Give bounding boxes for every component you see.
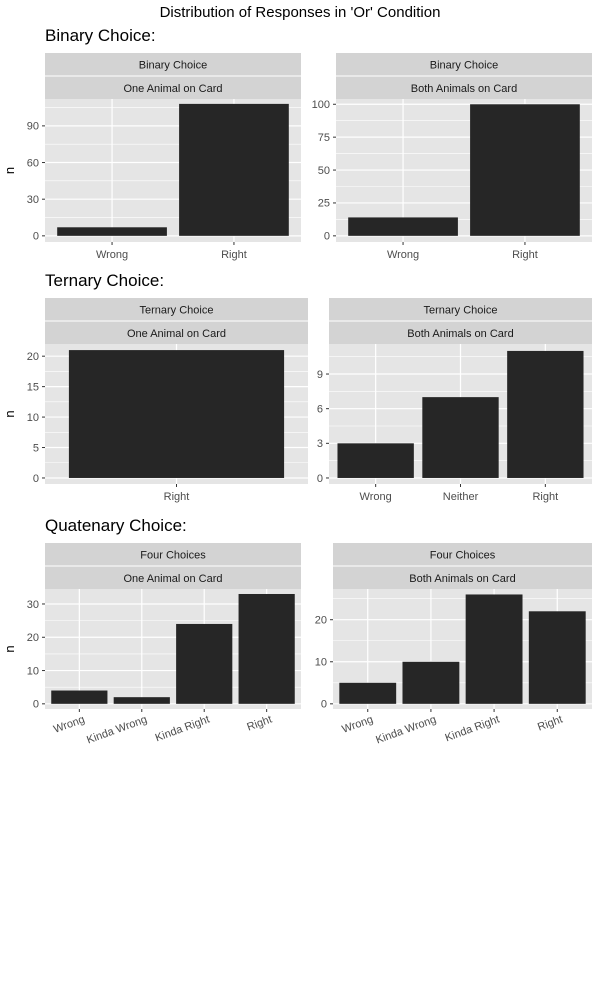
bar-wrong — [57, 227, 167, 236]
bar-right — [528, 611, 586, 704]
y-tick-label: 0 — [33, 231, 39, 243]
y-tick-label: 5 — [33, 442, 39, 454]
facet-panel-1-2: Binary Choice Both Animals on Card 0 25 50 75… — [312, 53, 592, 261]
facet-strip-label: Both Animals on Card — [407, 328, 513, 340]
bar-kinda-right — [176, 623, 233, 704]
y-tick-label: 25 — [318, 198, 330, 210]
bar-wrong — [51, 690, 108, 704]
x-tick-label: Neither — [443, 491, 479, 503]
bar-neither — [422, 397, 499, 478]
chart-section-1: Binary Choice: Binary Choice One Animal on… — [2, 26, 592, 261]
facet-strip-bottom — [329, 321, 592, 344]
bar-right — [68, 350, 285, 478]
y-tick-label: 30 — [27, 194, 39, 206]
x-tick-label: Right — [164, 491, 190, 503]
facet-strip-top — [45, 298, 308, 321]
y-tick-label: 0 — [317, 473, 323, 485]
facet-strip-top — [333, 543, 592, 566]
bar-right — [507, 350, 584, 478]
y-tick-label: 3 — [317, 438, 323, 450]
y-tick-label: 20 — [27, 351, 39, 363]
y-tick-label: 75 — [318, 132, 330, 144]
y-tick-label: 10 — [27, 665, 39, 677]
y-axis-label: n — [2, 645, 17, 652]
y-tick-label: 20 — [315, 615, 327, 627]
bar-wrong — [339, 682, 397, 704]
bar-wrong — [348, 217, 458, 236]
bar-kinda-wrong — [402, 661, 460, 704]
facet-strip-label: Ternary Choice — [424, 305, 498, 317]
facet-panel-3-2: Four Choices Both Animals on Card 0 10 20 Wro… — [315, 543, 592, 746]
facet-strip-label: Four Choices — [430, 550, 496, 562]
y-tick-label: 6 — [317, 403, 323, 415]
facet-panel-2-1: Ternary Choice One Animal on Card 0 5 10 15 20… — [27, 298, 308, 503]
chart-section-2: Ternary Choice: Ternary Choice One Animal … — [2, 271, 592, 503]
x-tick-label: Kinda Right — [444, 714, 502, 745]
facet-strip-label: Both Animals on Card — [409, 573, 515, 585]
bar-right — [179, 103, 289, 236]
facet-strip-bottom — [45, 566, 301, 589]
bar-kinda-wrong — [113, 697, 170, 704]
facet-strip-top — [45, 543, 301, 566]
y-tick-label: 20 — [27, 632, 39, 644]
charts-group: Binary Choice: Binary Choice One Animal on… — [2, 26, 592, 746]
x-tick-label: Wrong — [52, 714, 86, 736]
x-tick-label: Right — [245, 714, 273, 734]
y-tick-label: 9 — [317, 369, 323, 381]
y-tick-label: 60 — [27, 157, 39, 169]
y-tick-label: 100 — [312, 99, 330, 111]
facet-strip-label: Four Choices — [140, 550, 206, 562]
facet-panel-1-1: Binary Choice One Animal on Card 0 30 60 90 Wr… — [27, 53, 301, 261]
x-tick-label: Right — [532, 491, 558, 503]
x-tick-label: Kinda Right — [154, 714, 212, 745]
y-tick-label: 30 — [27, 599, 39, 611]
y-tick-label: 0 — [33, 699, 39, 711]
facet-panel-2-2: Ternary Choice Both Animals on Card 0 3 6 9 Wr… — [317, 298, 592, 503]
y-tick-label: 10 — [27, 412, 39, 424]
chart-section-3: Quatenary Choice: Four Choices One Animal … — [2, 516, 592, 746]
y-tick-label: 50 — [318, 165, 330, 177]
facet-strip-label: One Animal on Card — [123, 83, 222, 95]
facet-strip-label: One Animal on Card — [127, 328, 226, 340]
facet-strip-bottom — [333, 566, 592, 589]
section-title: Ternary Choice: — [45, 271, 164, 290]
x-tick-label: Wrong — [387, 249, 419, 261]
facet-strip-bottom — [45, 321, 308, 344]
section-title: Binary Choice: — [45, 26, 156, 45]
y-tick-label: 15 — [27, 381, 39, 393]
x-tick-label: Right — [536, 714, 564, 734]
y-tick-label: 90 — [27, 121, 39, 133]
y-tick-label: 0 — [33, 473, 39, 485]
facet-strip-label: One Animal on Card — [123, 573, 222, 585]
facet-strip-top — [45, 53, 301, 76]
figure-title: Distribution of Responses in 'Or' Condit… — [160, 4, 441, 21]
x-tick-label: Kinda Wrong — [374, 714, 438, 747]
y-axis-label: n — [2, 167, 17, 174]
facet-strip-top — [336, 53, 592, 76]
facet-strip-label: Both Animals on Card — [411, 83, 517, 95]
facet-strip-label: Binary Choice — [430, 60, 498, 72]
x-tick-label: Kinda Wrong — [85, 714, 149, 747]
bar-right — [470, 104, 580, 236]
facet-panel-3-1: Four Choices One Animal on Card 0 10 20 30 Wro… — [27, 543, 301, 746]
bar-wrong — [337, 443, 414, 478]
x-tick-label: Wrong — [360, 491, 392, 503]
facet-strip-top — [329, 298, 592, 321]
x-tick-label: Wrong — [340, 714, 374, 736]
facet-strip-bottom — [336, 76, 592, 99]
section-title: Quatenary Choice: — [45, 516, 187, 535]
bar-kinda-right — [465, 594, 523, 704]
x-tick-label: Right — [221, 249, 247, 261]
facet-strip-label: Ternary Choice — [140, 305, 214, 317]
y-axis-label: n — [2, 410, 17, 417]
x-tick-label: Right — [512, 249, 538, 261]
bar-right — [238, 593, 295, 704]
y-tick-label: 0 — [321, 699, 327, 711]
y-tick-label: 0 — [324, 231, 330, 243]
facet-strip-bottom — [45, 76, 301, 99]
x-tick-label: Wrong — [96, 249, 128, 261]
y-tick-label: 10 — [315, 657, 327, 669]
facet-strip-label: Binary Choice — [139, 60, 207, 72]
